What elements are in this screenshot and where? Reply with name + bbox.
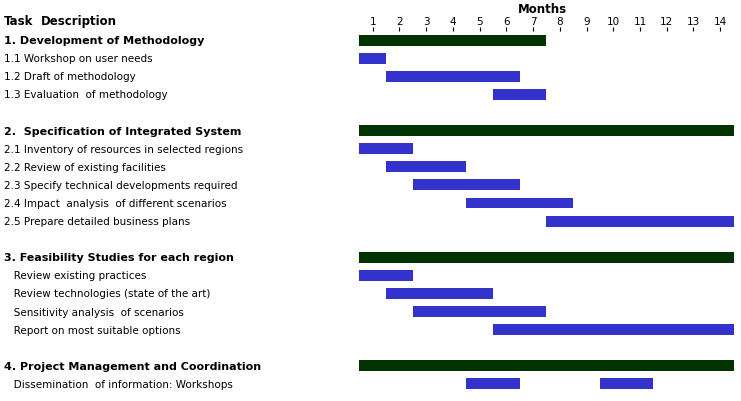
Bar xyxy=(386,288,493,299)
Text: 3. Feasibility Studies for each region: 3. Feasibility Studies for each region xyxy=(4,253,233,263)
Bar xyxy=(359,36,546,47)
Text: 2.2 Review of existing facilities: 2.2 Review of existing facilities xyxy=(4,162,165,172)
Text: Task: Task xyxy=(4,15,33,28)
Text: 2.1 Inventory of resources in selected regions: 2.1 Inventory of resources in selected r… xyxy=(4,144,243,154)
Text: Dissemination  of information: Workshops: Dissemination of information: Workshops xyxy=(4,379,233,389)
Text: 2.  Specification of Integrated System: 2. Specification of Integrated System xyxy=(4,126,241,136)
Bar xyxy=(359,270,413,281)
Text: Sensitivity analysis  of scenarios: Sensitivity analysis of scenarios xyxy=(4,307,184,317)
Text: 1.1 Workshop on user needs: 1.1 Workshop on user needs xyxy=(4,54,153,64)
Text: 1.3 Evaluation  of methodology: 1.3 Evaluation of methodology xyxy=(4,90,167,100)
Bar xyxy=(386,72,519,83)
Bar xyxy=(600,379,654,389)
Text: Review existing practices: Review existing practices xyxy=(4,271,146,281)
Bar xyxy=(493,90,546,101)
Bar xyxy=(359,54,386,65)
Bar xyxy=(466,379,519,389)
Bar xyxy=(413,180,519,191)
Text: 2.5 Prepare detailed business plans: 2.5 Prepare detailed business plans xyxy=(4,217,190,227)
Text: Description: Description xyxy=(41,15,117,28)
Text: 2.3 Specify technical developments required: 2.3 Specify technical developments requi… xyxy=(4,180,237,190)
Bar xyxy=(546,216,734,227)
Bar xyxy=(493,324,734,335)
Bar xyxy=(359,144,413,155)
Bar xyxy=(359,360,734,371)
Bar xyxy=(466,198,574,209)
Bar xyxy=(359,252,734,263)
Bar xyxy=(359,126,734,137)
Text: Months: Months xyxy=(518,3,568,16)
Text: 1.2 Draft of methodology: 1.2 Draft of methodology xyxy=(4,72,136,82)
Bar xyxy=(386,162,466,173)
Bar xyxy=(413,306,546,317)
Text: Review technologies (state of the art): Review technologies (state of the art) xyxy=(4,289,210,299)
Text: 2.4 Impact  analysis  of different scenarios: 2.4 Impact analysis of different scenari… xyxy=(4,198,226,209)
Text: 4. Project Management and Coordination: 4. Project Management and Coordination xyxy=(4,361,261,371)
Text: 1. Development of Methodology: 1. Development of Methodology xyxy=(4,36,204,46)
Text: Report on most suitable options: Report on most suitable options xyxy=(4,325,180,335)
